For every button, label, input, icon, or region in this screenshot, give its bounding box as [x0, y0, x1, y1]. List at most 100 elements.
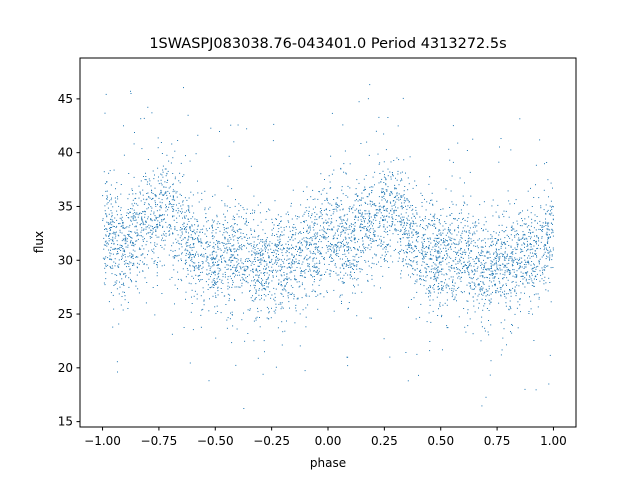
data-point [504, 266, 506, 268]
data-point [364, 218, 366, 220]
data-point [528, 311, 530, 312]
data-point [208, 265, 210, 267]
data-point [309, 225, 311, 227]
data-point [287, 279, 288, 281]
data-point [272, 276, 274, 278]
data-point [339, 296, 341, 298]
data-point [438, 219, 440, 220]
data-point [116, 361, 118, 363]
data-point [313, 266, 315, 268]
data-point [253, 284, 255, 286]
data-point [318, 270, 320, 272]
data-point [520, 250, 522, 252]
data-point [510, 246, 512, 248]
data-point [468, 249, 469, 251]
data-point [524, 388, 526, 390]
data-point [463, 262, 465, 263]
data-point [490, 301, 492, 303]
data-point [393, 250, 395, 252]
data-point [369, 249, 371, 251]
data-point [252, 261, 254, 263]
data-point [264, 265, 266, 267]
data-point [181, 253, 182, 255]
data-point [134, 243, 136, 245]
data-point [481, 326, 483, 328]
data-point [227, 227, 229, 229]
data-point [193, 267, 195, 268]
data-point [338, 274, 340, 276]
data-point [275, 218, 277, 220]
data-point [107, 264, 109, 266]
data-point [122, 245, 123, 247]
data-point [463, 291, 465, 293]
data-point [544, 267, 546, 269]
data-point [244, 279, 246, 281]
data-point [400, 238, 402, 239]
data-point [521, 244, 523, 246]
data-point [500, 288, 502, 290]
data-point [529, 249, 531, 251]
data-point [261, 297, 262, 299]
data-point [363, 216, 365, 218]
data-point [469, 252, 471, 254]
data-point [325, 222, 327, 224]
data-point [509, 270, 511, 272]
data-point [106, 181, 108, 182]
data-point [278, 244, 279, 246]
data-point [328, 236, 329, 238]
data-point [501, 241, 503, 243]
data-point [182, 268, 184, 270]
data-point [283, 227, 285, 229]
data-point [238, 236, 240, 238]
data-point [165, 191, 166, 193]
data-point [412, 222, 414, 224]
data-point [268, 256, 270, 258]
data-point [378, 182, 380, 184]
data-point [155, 230, 157, 232]
data-point [227, 288, 229, 290]
data-point [136, 232, 138, 234]
data-point [493, 276, 495, 278]
data-point [531, 274, 533, 276]
data-point [192, 247, 194, 248]
data-point [476, 245, 478, 247]
data-point [471, 288, 473, 290]
data-point [528, 232, 530, 233]
data-point [415, 222, 417, 224]
data-point [169, 227, 171, 229]
data-point [287, 211, 289, 213]
data-point [118, 235, 120, 237]
data-point [162, 233, 164, 235]
data-point [528, 279, 530, 280]
data-point [212, 238, 214, 240]
data-point [338, 225, 340, 227]
data-point [457, 255, 459, 256]
data-point [207, 289, 209, 290]
data-point [482, 282, 484, 284]
data-point [268, 282, 270, 284]
data-point [419, 225, 421, 227]
data-point [288, 244, 289, 246]
data-point [309, 250, 311, 252]
data-point [108, 232, 110, 234]
data-point [524, 259, 526, 261]
data-point [416, 236, 418, 238]
data-point [176, 242, 178, 244]
data-point [382, 219, 384, 221]
data-point [197, 225, 199, 227]
data-point [174, 257, 176, 259]
data-point [465, 230, 467, 232]
data-point [209, 268, 211, 270]
data-point [530, 233, 531, 235]
data-point [399, 253, 400, 255]
data-point [440, 261, 442, 263]
data-point [261, 284, 263, 286]
data-point [162, 219, 164, 221]
data-point [333, 252, 335, 254]
data-point [441, 316, 442, 318]
data-point [368, 230, 370, 232]
data-point [371, 221, 373, 223]
data-point [275, 249, 277, 251]
data-point [516, 230, 518, 232]
data-point [548, 252, 550, 254]
